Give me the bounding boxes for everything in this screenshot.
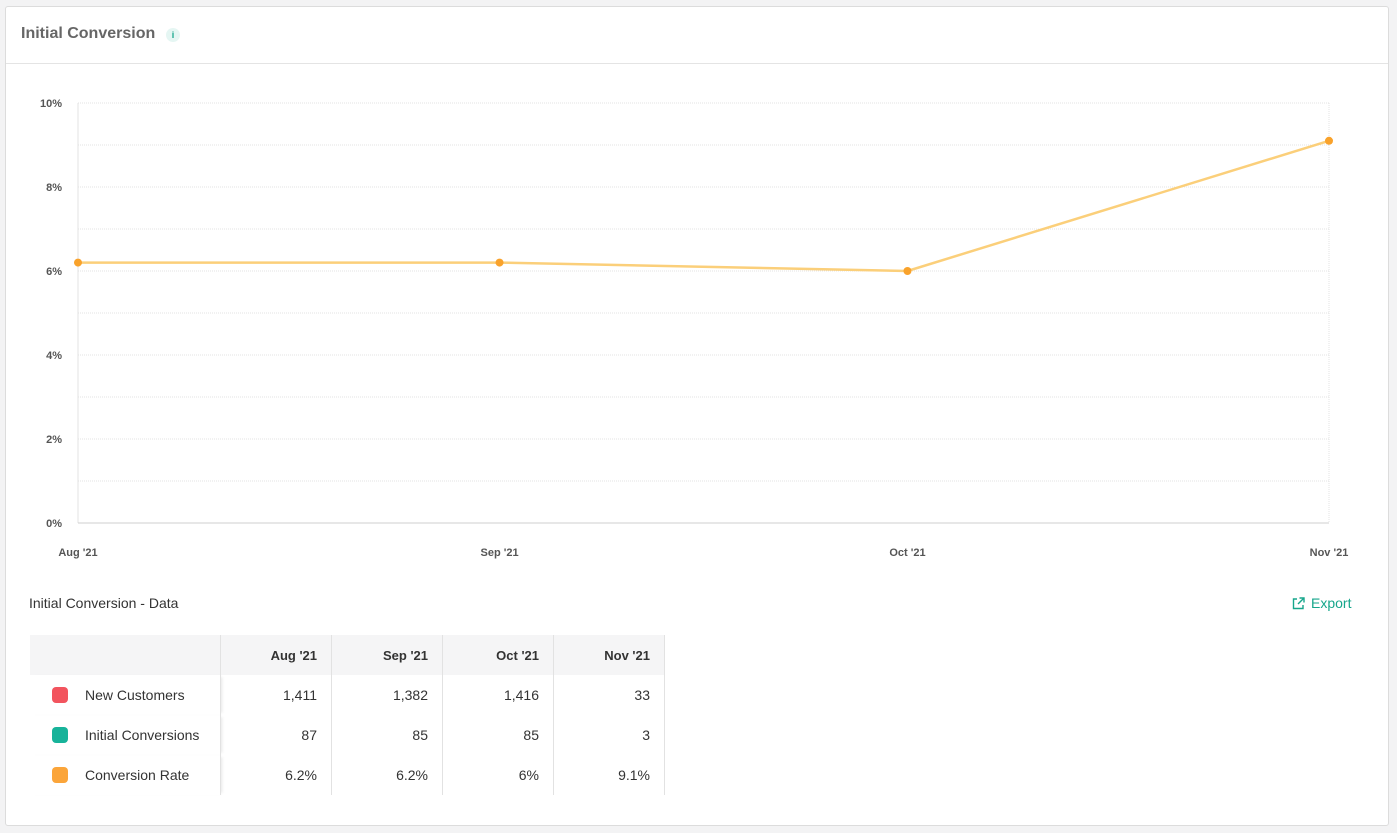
table-header-row: Aug '21 Sep '21 Oct '21 Nov '21 (30, 635, 665, 675)
table-cell: 9.1% (553, 755, 665, 795)
data-point (495, 258, 504, 267)
table-row: Initial Conversions 87 85 85 3 (30, 715, 665, 755)
row-label-initial-conversions: Initial Conversions (30, 715, 221, 755)
table-cell: 85 (442, 715, 554, 755)
row-label-text: Initial Conversions (85, 727, 200, 743)
new-customers-swatch (52, 687, 68, 703)
table-header-col-sep[interactable]: Sep '21 (331, 635, 443, 675)
table-row: Conversion Rate 6.2% 6.2% 6% 9.1% (30, 755, 665, 795)
table-cell: 3 (553, 715, 665, 755)
conversion-data-table: Aug '21 Sep '21 Oct '21 Nov '21 New Cust… (30, 635, 665, 795)
data-point (74, 258, 82, 267)
card-header: Initial Conversion i (6, 7, 1388, 64)
info-icon[interactable]: i (166, 28, 180, 42)
conversion-rate-swatch (52, 767, 68, 783)
row-label-text: Conversion Rate (85, 767, 190, 783)
table-row: New Customers 1,411 1,382 1,416 33 (30, 675, 665, 715)
table-header-col-aug[interactable]: Aug '21 (220, 635, 332, 675)
y-tick-label: 4% (46, 350, 62, 362)
table-cell: 87 (220, 715, 332, 755)
y-tick-label: 0% (46, 518, 62, 530)
card-title: Initial Conversion (21, 25, 156, 42)
export-label: Export (1311, 595, 1352, 611)
external-link-icon (1292, 597, 1305, 613)
series-line (78, 139, 1330, 273)
row-label-new-customers: New Customers (30, 675, 221, 715)
table-cell: 6% (442, 755, 554, 795)
row-label-text: New Customers (85, 687, 185, 703)
row-label-conversion-rate: Conversion Rate (30, 755, 221, 795)
table-cell: 85 (331, 715, 443, 755)
x-tick-label: Nov '21 (1310, 547, 1349, 559)
table-cell: 1,416 (442, 675, 554, 715)
table-cell: 6.2% (331, 755, 443, 795)
y-tick-label: 10% (40, 98, 62, 110)
table-cell: 1,411 (220, 675, 332, 715)
x-tick-label: Oct '21 (889, 547, 925, 559)
table-header-label (30, 635, 221, 675)
export-button[interactable]: Export (1292, 595, 1351, 613)
table-header-col-nov[interactable]: Nov '21 (553, 635, 665, 675)
x-tick-label: Sep '21 (480, 547, 518, 559)
data-section-title: Initial Conversion - Data (29, 595, 179, 611)
data-point (1325, 136, 1333, 145)
table-cell: 33 (553, 675, 665, 715)
table-cell: 6.2% (220, 755, 332, 795)
y-tick-label: 6% (46, 266, 62, 278)
data-point (903, 267, 912, 275)
y-tick-label: 8% (46, 182, 62, 194)
initial-conversion-card: Initial Conversion i 0% 2% 4% 6% 8% 10% Aug '2… (5, 6, 1389, 826)
table-header-col-oct[interactable]: Oct '21 (442, 635, 554, 675)
table-cell: 1,382 (331, 675, 443, 715)
conversion-line-chart: 0% 2% 4% 6% 8% 10% Aug '21 Sep '21 Oct '21 Nov '2… (40, 98, 1349, 559)
initial-conversions-swatch (52, 727, 68, 743)
y-tick-label: 2% (46, 434, 62, 446)
x-tick-label: Aug '21 (58, 547, 97, 559)
